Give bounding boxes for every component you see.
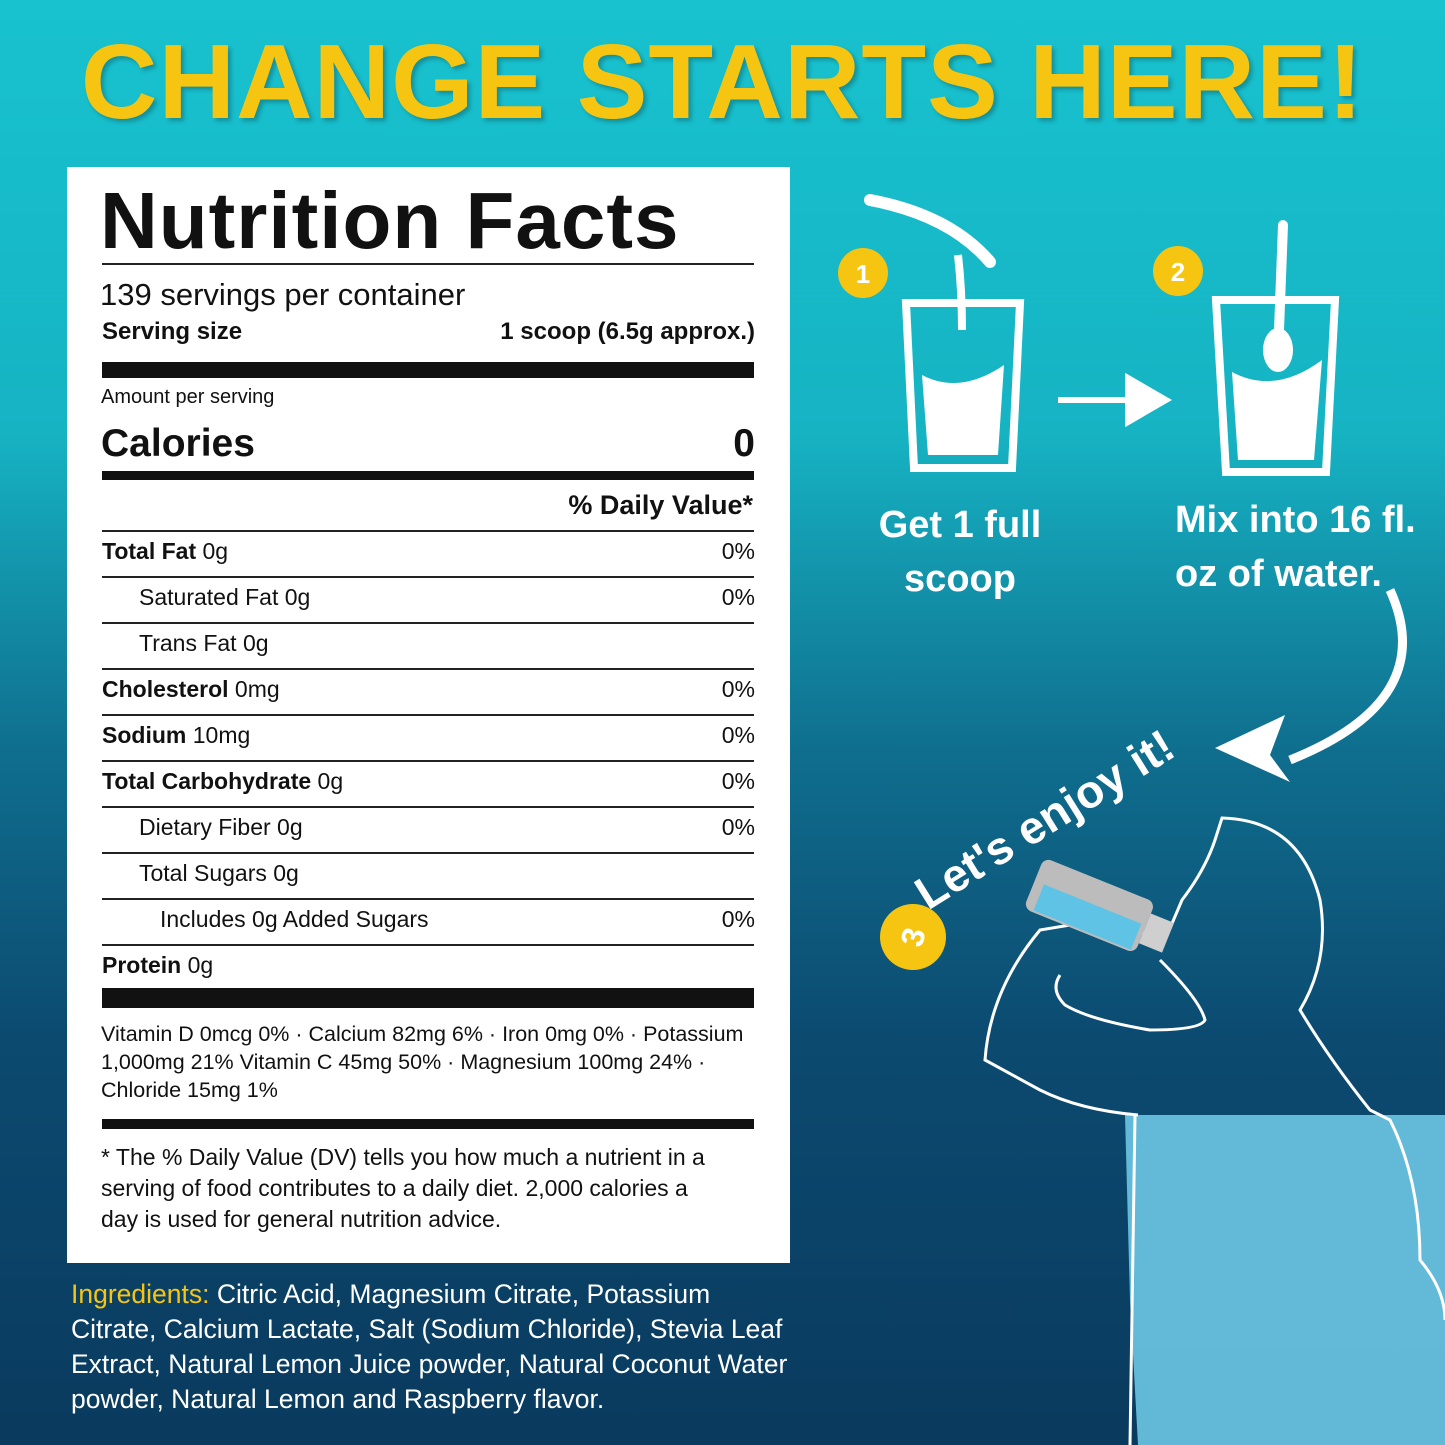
- serving-size-value: 1 scoop (6.5g approx.): [500, 318, 755, 345]
- bottle: [1025, 859, 1175, 953]
- nutrient-name: Saturated Fat: [139, 584, 279, 610]
- nutrient-name: Includes 0g Added Sugars: [160, 906, 429, 932]
- rule: [102, 263, 754, 265]
- nutrient-dv: 0%: [721, 538, 755, 564]
- arrow: [1058, 372, 1172, 428]
- serving-size-label: Serving size: [102, 318, 243, 345]
- glass-1-water: [922, 365, 1004, 455]
- nutrient-row: Total Fat 0g: [102, 538, 228, 565]
- nutrient-name: Dietary Fiber: [139, 814, 271, 840]
- amount-per-serving: Amount per serving: [101, 386, 275, 408]
- nutrient-amount: 0mg: [234, 676, 280, 702]
- nutrient-row: Total Sugars 0g: [139, 860, 299, 887]
- rule: [102, 898, 754, 900]
- step-number: 2: [1171, 257, 1185, 287]
- nutrition-title: Nutrition Facts: [100, 176, 680, 265]
- nutrient-name: Cholesterol: [102, 676, 229, 702]
- rule: [102, 622, 754, 624]
- nutrient-row: Sodium 10mg: [102, 722, 250, 749]
- rule: [102, 668, 754, 670]
- step-text: Mix into 16 fl. oz of water.: [1175, 499, 1416, 595]
- nutrient-amount: 0g: [202, 538, 229, 564]
- nutrient-name: Total Sugars: [139, 860, 267, 886]
- nutrient-row: Cholesterol 0mg: [102, 676, 280, 703]
- nutrient-name: Total Fat: [102, 538, 197, 564]
- step-circle: [1153, 246, 1203, 296]
- spoon: [1263, 328, 1293, 372]
- ingredients: Ingredients: Citric Acid, Magnesium Citr…: [71, 1277, 801, 1417]
- step-number: 1: [856, 259, 870, 289]
- nutrient-amount: 0g: [187, 952, 214, 978]
- nutrient-amount: 0g: [273, 860, 299, 886]
- rule: [102, 944, 754, 946]
- pour: [954, 254, 966, 331]
- arrow-head: [1215, 715, 1290, 782]
- step-circle: [880, 904, 946, 970]
- glass-1: [864, 194, 1025, 472]
- calories-value: 0: [733, 422, 755, 465]
- nutrient-row: Total Carbohydrate 0g: [102, 768, 343, 795]
- nutrient-name: Trans Fat: [139, 630, 237, 656]
- step-circle: [838, 248, 888, 298]
- nutrient-amount: 0g: [242, 630, 269, 656]
- rule: [102, 576, 754, 578]
- nutrient-amount: 0g: [284, 584, 311, 610]
- thick-bar: [102, 362, 754, 378]
- nutrient-name: Sodium: [102, 722, 187, 748]
- nutrient-dv: 0%: [721, 676, 755, 702]
- water-body: [1125, 1115, 1445, 1445]
- nutrient-dv: 0%: [721, 906, 755, 932]
- nutrient-name: Protein: [102, 952, 182, 978]
- nutrient-amount: 0g: [317, 768, 344, 794]
- vitamins: Vitamin D 0mcg 0% · Calcium 82mg 6% · Ir…: [101, 1022, 744, 1102]
- nutrient-amount: 10mg: [192, 722, 251, 748]
- nutrition-panel: Nutrition Facts 139 servings per contain…: [67, 167, 790, 1263]
- rule: [102, 760, 754, 762]
- ingredients-text: Citric Acid, Magnesium Citrate, Potassiu…: [71, 1279, 788, 1414]
- nutrient-row: Protein 0g: [102, 952, 213, 979]
- headline: CHANGE STARTS HERE!: [80, 23, 1365, 141]
- step-text: Get 1 full scoop: [878, 504, 1042, 600]
- glass-2-water: [1232, 360, 1322, 460]
- rule: [102, 852, 754, 854]
- medium-bar: [102, 1119, 754, 1129]
- rule: [102, 530, 754, 532]
- ingredients-label: Ingredients:: [71, 1279, 210, 1309]
- nutrient-row: Trans Fat 0g: [139, 630, 269, 657]
- thick-bar: [102, 988, 754, 1008]
- nutrient-dv: 0%: [721, 768, 755, 794]
- nutrient-dv: 0%: [721, 814, 755, 840]
- rule: [102, 806, 754, 808]
- calories-label: Calories: [101, 422, 255, 465]
- nutrient-dv: 0%: [721, 584, 755, 610]
- nutrient-amount: 0g: [277, 814, 303, 840]
- curved-arrow: [1288, 588, 1407, 765]
- footnote: * The % Daily Value (DV) tells you how m…: [101, 1144, 705, 1232]
- nutrient-dv: 0%: [721, 722, 755, 748]
- rule: [102, 714, 754, 716]
- nutrient-name: Total Carbohydrate: [102, 768, 312, 794]
- nutrient-row: Includes 0g Added Sugars: [160, 906, 429, 933]
- servings: 139 servings per container: [100, 277, 466, 312]
- glass-2: [1211, 220, 1340, 476]
- nutrient-row: Dietary Fiber 0g: [139, 814, 303, 841]
- nutrient-row: Saturated Fat 0g: [139, 584, 310, 611]
- person: [983, 816, 1445, 1445]
- daily-value-header: % Daily Value*: [568, 490, 753, 520]
- medium-bar: [102, 471, 754, 480]
